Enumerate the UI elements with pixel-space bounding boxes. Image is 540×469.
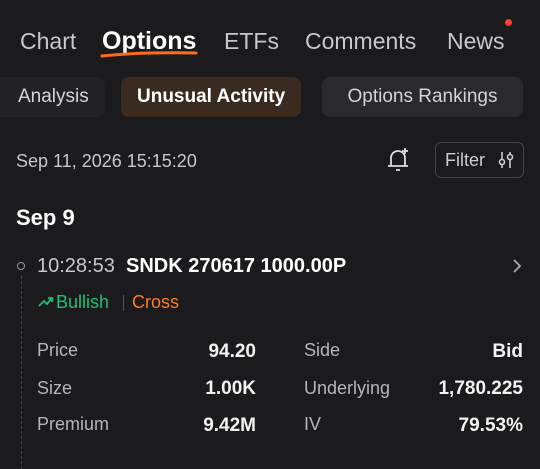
detail-value: 1.00K <box>205 378 256 399</box>
tab[interactable]: News <box>447 28 505 54</box>
alert-bell[interactable] <box>386 146 412 174</box>
chevron[interactable] <box>510 257 524 275</box>
detail-value: Bid <box>492 341 523 362</box>
detail-value: 94.20 <box>208 341 256 362</box>
filter-icon <box>498 152 514 168</box>
tab-active[interactable]: Options <box>102 27 197 55</box>
tab-underline <box>100 51 198 58</box>
timestamp: Sep 11, 2026 15:15:20 <box>16 151 197 171</box>
tab[interactable]: ETFs <box>224 28 279 54</box>
bullish-icon <box>38 297 53 307</box>
trade-type: Cross <box>132 292 180 312</box>
group-date: Sep 9 <box>16 205 75 230</box>
trade-time: 10:28:53 <box>37 255 115 277</box>
subtab-active[interactable]: Unusual Activity <box>121 77 302 117</box>
detail-value: 79.53% <box>458 415 523 436</box>
tab[interactable]: Chart <box>20 28 77 54</box>
detail-value: 9.42M <box>203 415 256 436</box>
detail-label: Underlying <box>304 378 391 398</box>
subtab[interactable]: Analysis <box>0 77 105 117</box>
detail-label: Price <box>37 340 79 360</box>
separator <box>123 295 124 311</box>
filter-button[interactable]: Filter <box>435 142 524 178</box>
detail-label: IV <box>304 414 322 434</box>
timeline-line <box>21 276 22 469</box>
timeline-dot <box>17 262 25 270</box>
sentiment: Bullish <box>56 292 110 312</box>
filter-label: Filter <box>445 150 485 170</box>
notification-dot <box>505 19 512 26</box>
detail-label: Side <box>304 340 341 360</box>
contract[interactable]: SNDK 270617 1000.00P <box>126 255 347 277</box>
subtab[interactable]: Options Rankings <box>322 77 523 117</box>
tab[interactable]: Comments <box>305 28 417 54</box>
detail-value: 1,780.225 <box>438 378 523 399</box>
detail-label: Premium <box>37 414 110 434</box>
detail-label: Size <box>37 378 73 398</box>
